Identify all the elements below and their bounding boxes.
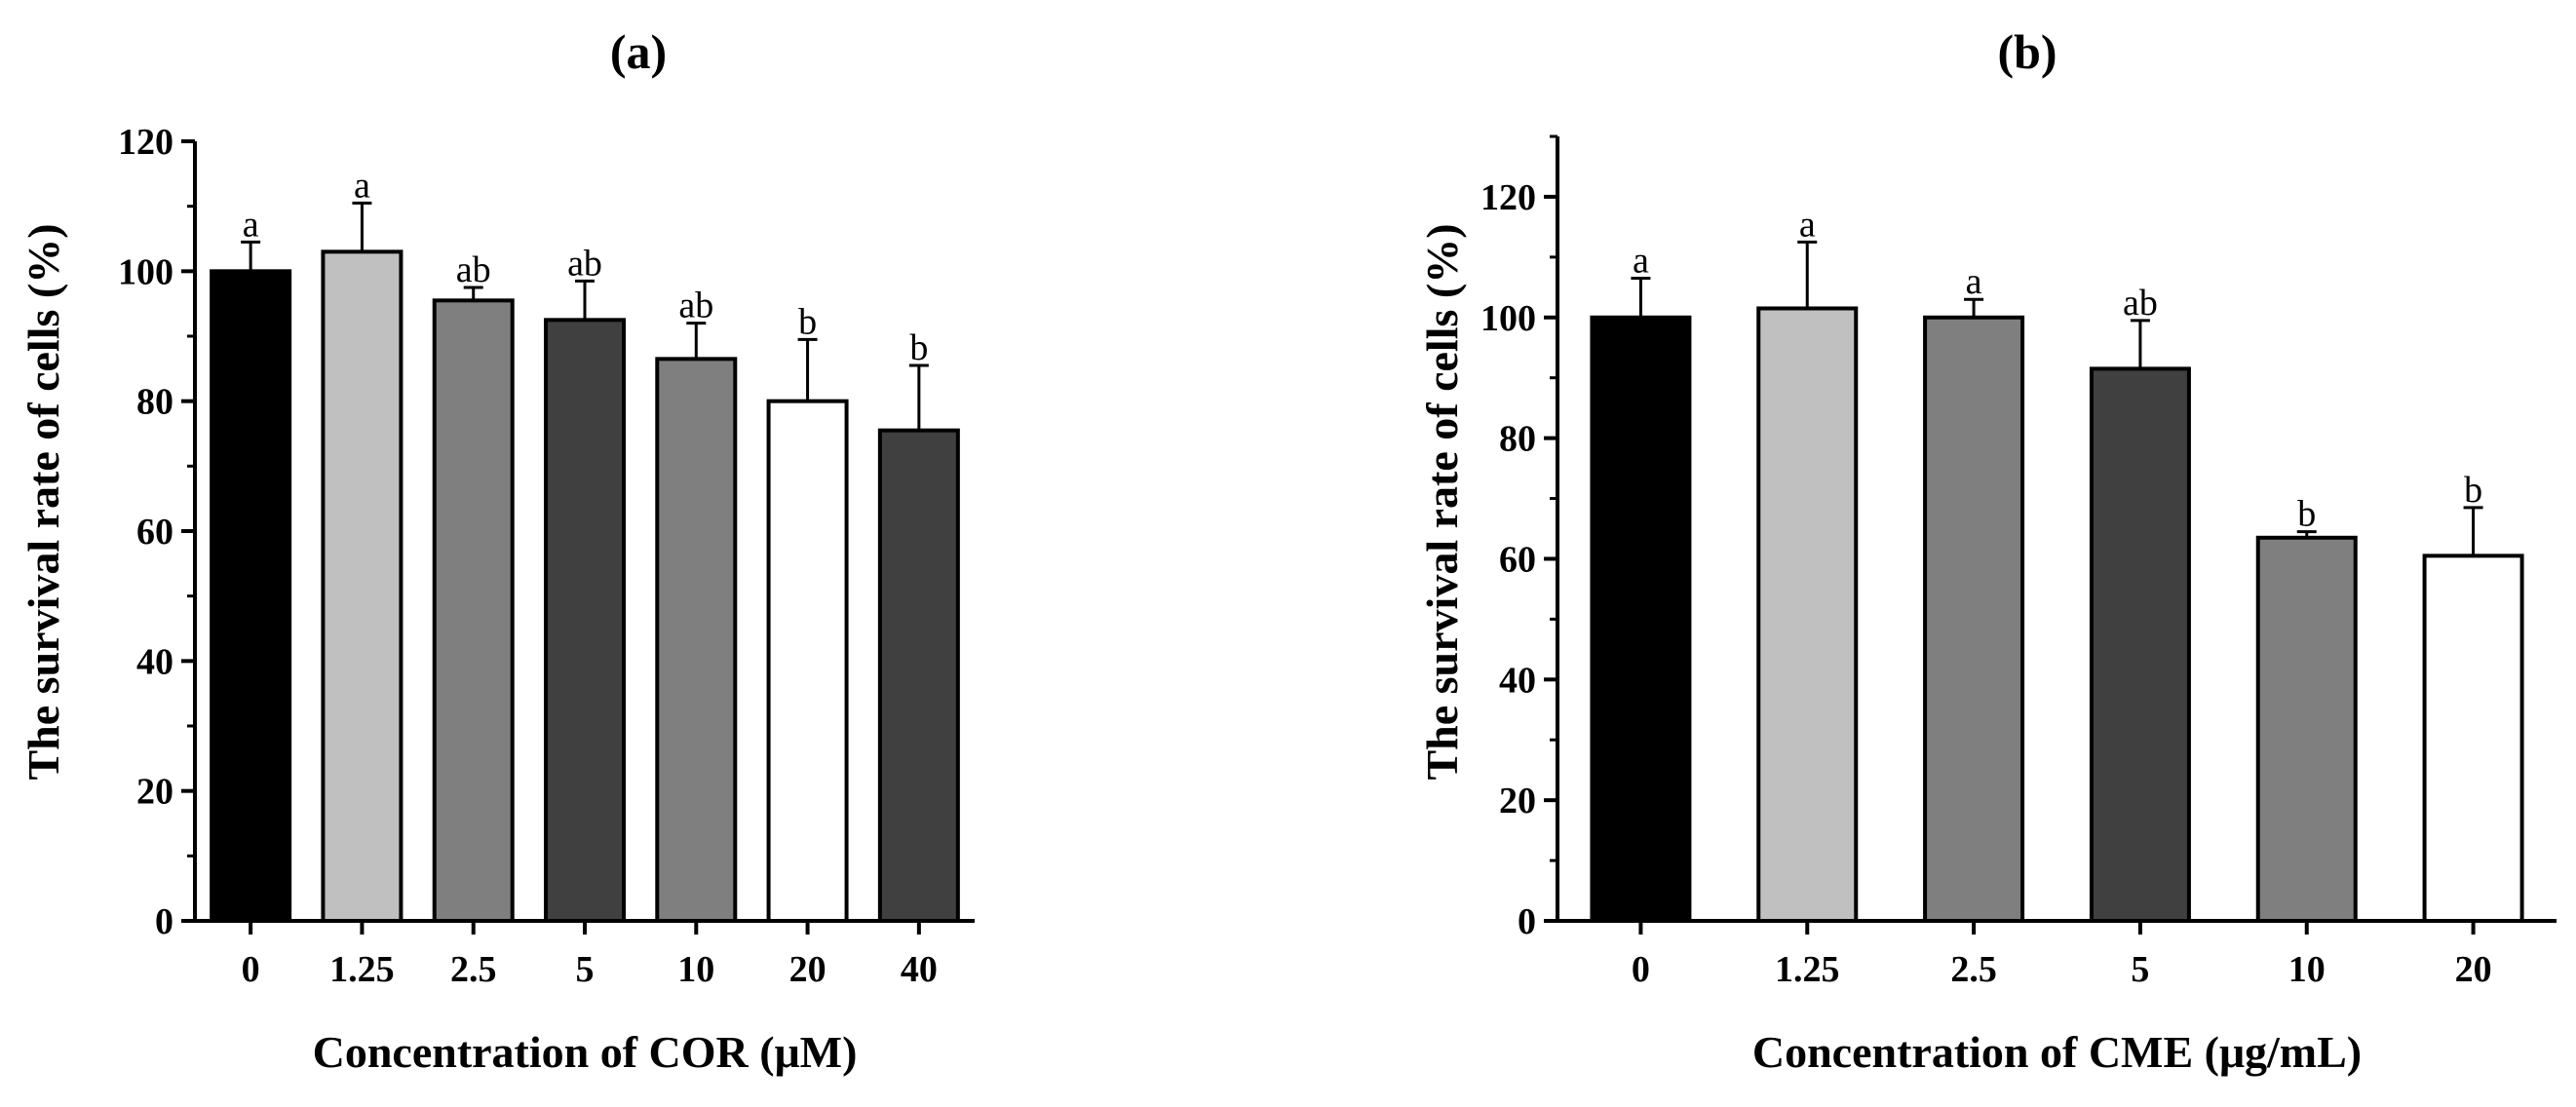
panel-b: (b) a a a ab b b 0 20 40 60 80 100 120 0 1.25 2.5 5 10 20 Co… <box>1417 24 2557 1077</box>
y-tick-label: 40 <box>1499 660 1536 701</box>
bar-40 <box>877 428 960 923</box>
significance-label: a <box>1633 241 1649 282</box>
y-tick-label: 40 <box>136 641 173 682</box>
bar-2.5 <box>1923 315 2025 923</box>
significance-label: b <box>798 301 817 342</box>
bar-20 <box>766 399 849 923</box>
chart-title: (a) <box>610 24 667 79</box>
y-tick-label: 60 <box>1499 539 1536 580</box>
bar-2.5 <box>432 298 515 924</box>
x-tick-label: 10 <box>2288 949 2326 990</box>
x-tick-label: 1.25 <box>329 949 395 990</box>
panel-a: (a) a a ab ab ab b b 0 20 40 60 80 100 120 0 1.25 2.5 5 10 2… <box>19 24 975 1077</box>
significance-label: a <box>354 165 370 206</box>
x-tick-label: 20 <box>2455 949 2492 990</box>
significance-label: ab <box>567 243 602 284</box>
significance-label: b <box>2297 494 2316 535</box>
y-tick-label: 20 <box>136 772 173 813</box>
bar-1.25 <box>1756 306 1859 923</box>
y-tick-label: 80 <box>136 382 173 423</box>
chart-title: (b) <box>1997 24 2057 79</box>
bar-1.25 <box>321 249 404 924</box>
x-tick-label: 0 <box>1632 949 1650 990</box>
y-tick-label: 100 <box>118 251 173 292</box>
significance-label: ab <box>2123 283 2158 324</box>
y-tick-label: 0 <box>155 901 173 942</box>
x-tick-label: 2.5 <box>1950 949 1997 990</box>
bar-0 <box>210 269 292 924</box>
bar-0 <box>1590 315 1692 923</box>
x-tick-label: 0 <box>242 949 260 990</box>
y-tick-label: 120 <box>118 122 173 163</box>
x-tick-label: 2.5 <box>450 949 497 990</box>
y-tick-label: 80 <box>1499 419 1536 460</box>
x-tick-label: 5 <box>2131 949 2149 990</box>
y-tick-label: 20 <box>1499 781 1536 821</box>
bar-10 <box>2255 535 2358 923</box>
bar-10 <box>655 357 738 924</box>
x-tick-label: 20 <box>789 949 827 990</box>
significance-label: a <box>243 204 259 245</box>
bar-20 <box>2422 554 2524 923</box>
x-axis-label: Concentration of COR (μM) <box>313 1027 858 1077</box>
y-axis-label: The survival rate of cells (%) <box>19 223 68 780</box>
significance-label: ab <box>456 249 491 290</box>
significance-label: b <box>2464 470 2482 511</box>
x-axis-label: Concentration of CME (μg/mL) <box>1752 1027 2362 1077</box>
x-tick-label: 1.25 <box>1775 949 1840 990</box>
y-tick-label: 60 <box>136 512 173 553</box>
y-tick-label: 100 <box>1480 298 1536 339</box>
x-tick-label: 10 <box>677 949 714 990</box>
x-tick-label: 40 <box>901 949 938 990</box>
significance-label: b <box>909 327 928 368</box>
y-tick-label: 120 <box>1480 177 1536 218</box>
y-tick-label: 0 <box>1518 901 1536 942</box>
bar-5 <box>2089 366 2191 923</box>
significance-label: ab <box>678 286 713 326</box>
significance-label: a <box>1799 204 1816 245</box>
y-axis-label: The survival rate of cells (%) <box>1417 223 1467 780</box>
significance-label: a <box>1966 261 1982 302</box>
bar-5 <box>544 318 626 924</box>
x-tick-label: 5 <box>576 949 595 990</box>
